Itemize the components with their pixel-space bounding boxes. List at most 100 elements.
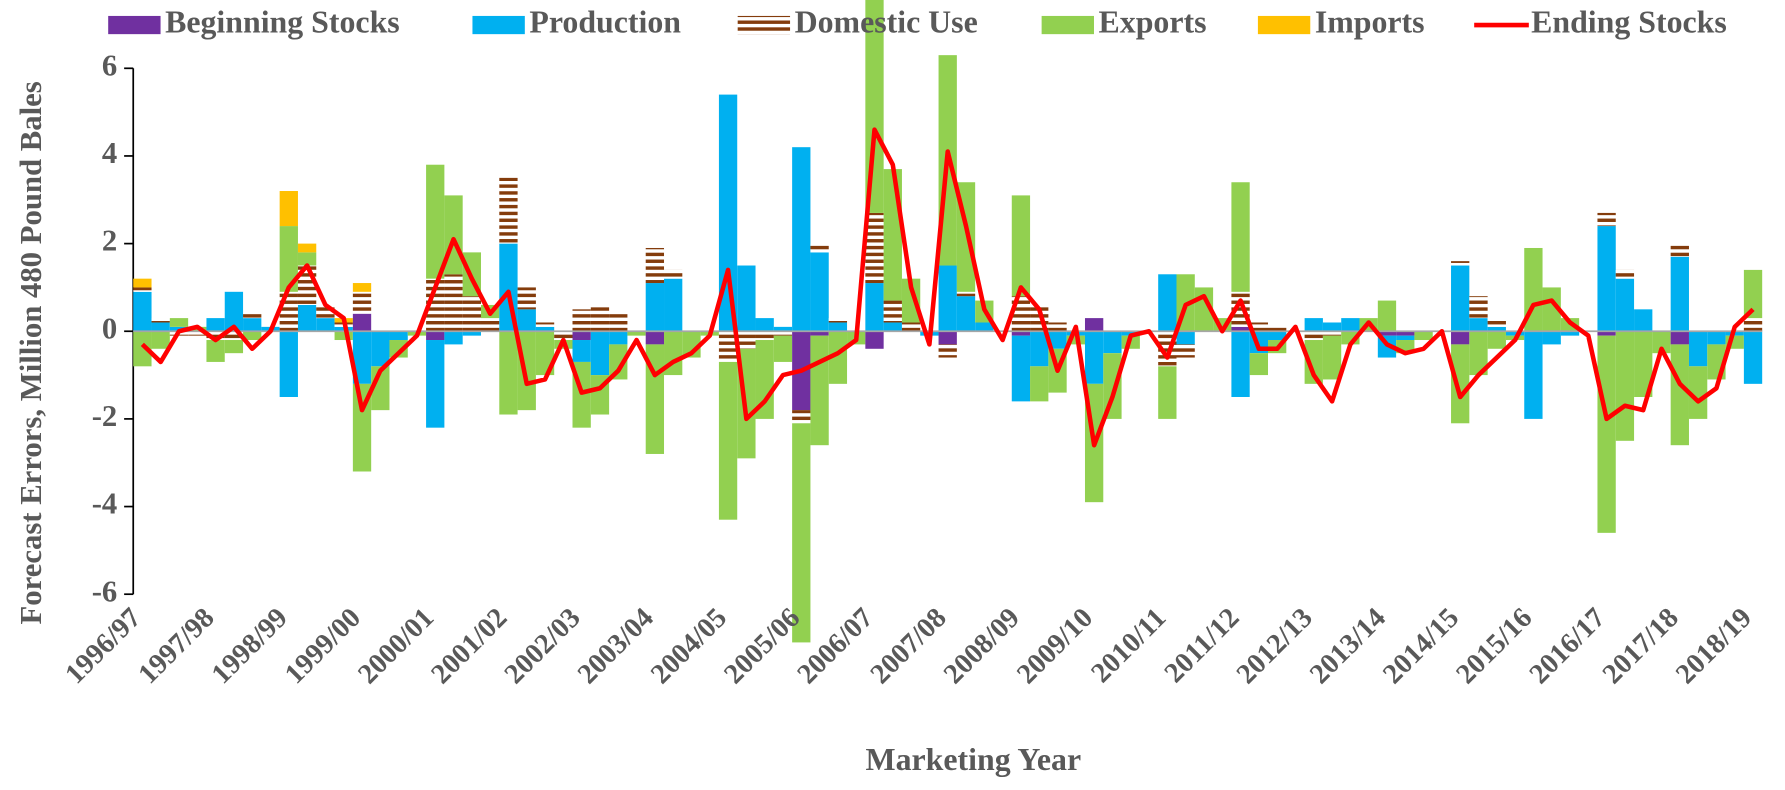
bar-segment (517, 309, 536, 332)
bar-segment (883, 322, 902, 332)
bar-segment (352, 313, 372, 332)
y-tick-label: 6 (102, 48, 117, 82)
bar-segment (206, 318, 225, 332)
bar-segment (718, 94, 738, 332)
bar-segment (1743, 318, 1763, 332)
bar-segment (865, 212, 884, 284)
legend-item: Domestic Use (737, 4, 978, 39)
bar-segment (718, 331, 738, 362)
bar-segment (133, 278, 152, 288)
bar-segment (389, 340, 408, 358)
bar-segment (1597, 212, 1616, 227)
bar-segment (1322, 335, 1342, 380)
bar-segment (462, 296, 481, 332)
bar-segment (444, 331, 463, 345)
bar-segment (1597, 335, 1616, 533)
bar-segment (1304, 318, 1323, 332)
bar-segment (572, 340, 591, 362)
legend-label: Ending Stocks (1531, 4, 1727, 39)
bar-segment (792, 147, 811, 332)
bar-segment (901, 322, 921, 332)
bar-segment (352, 383, 372, 472)
bar-segment (426, 331, 445, 341)
bar-segment (1231, 182, 1250, 292)
x-tick-label: 2015/16 (1451, 602, 1539, 690)
bar-segment (1322, 331, 1342, 336)
bar-segment (1505, 331, 1525, 336)
bar-segment (1487, 331, 1506, 349)
x-tick-label: 2017/18 (1597, 602, 1685, 690)
bar-segment (1030, 366, 1049, 402)
bar-segment (828, 318, 848, 323)
bar-segment (389, 331, 408, 341)
bar-segment (590, 304, 610, 332)
bar-segment (1634, 309, 1653, 332)
bar-segment (1304, 340, 1323, 384)
bar-segment (297, 243, 317, 253)
bar-segment (1414, 331, 1433, 341)
bar-segment (1084, 318, 1104, 332)
x-tick-label: 1997/98 (133, 602, 221, 690)
bar-segment (609, 331, 628, 345)
legend-item: Exports (1041, 4, 1207, 39)
bar-segment (133, 287, 152, 292)
bar-segment (956, 296, 976, 332)
bar-segment (206, 331, 225, 341)
legend-item: Ending Stocks (1474, 4, 1727, 39)
x-tick-label: 2005/06 (718, 602, 806, 690)
bar-segment (1469, 318, 1488, 332)
bar-segment (535, 322, 555, 327)
bar-segment (1084, 331, 1104, 384)
bar-segment (224, 331, 244, 341)
bar-segment (828, 322, 848, 332)
bar-segment (1634, 331, 1653, 397)
bar-segment (938, 344, 957, 358)
bar-segment (1451, 265, 1470, 332)
legend-label: Imports (1315, 4, 1425, 39)
bar-segment (737, 265, 756, 332)
bar-segment (883, 169, 902, 301)
bar-segment (1487, 326, 1506, 332)
y-tick-label: 2 (102, 224, 117, 258)
bar-segment (1542, 287, 1561, 332)
bar-segment (169, 318, 189, 327)
legend-item: Production (472, 4, 681, 39)
bar-segment (810, 335, 829, 446)
bar-segment (1451, 261, 1470, 266)
x-tick-label: 2013/14 (1304, 602, 1392, 690)
bar-segment (426, 164, 445, 279)
bar-segment (206, 340, 225, 362)
bar-segment (1011, 331, 1031, 336)
x-tick-label: 2009/10 (1011, 602, 1099, 690)
bar-segment (1707, 331, 1726, 345)
bar-segment (792, 423, 811, 643)
bar-segment (279, 191, 298, 227)
bar-segment (224, 340, 244, 354)
bar-segment (1268, 326, 1287, 332)
legend-swatch (1257, 15, 1311, 35)
bar-segment (1231, 326, 1250, 332)
x-axis-title: Marketing Year (866, 742, 1082, 777)
bar-segment (1377, 300, 1397, 332)
bar-segment (188, 331, 207, 336)
y-axis-title: Forecast Errors, Million 480 Pound Bales (14, 81, 48, 624)
bar-segment (1670, 344, 1689, 446)
bar-segment (279, 226, 298, 292)
bar-segment (352, 331, 372, 384)
bar-segment (1542, 331, 1561, 345)
bar-segment (645, 331, 665, 345)
y-tick-label: -6 (92, 574, 118, 608)
bar-segment (1615, 278, 1635, 332)
bar-segment (883, 300, 902, 323)
x-tick-label: 2001/02 (426, 602, 514, 690)
bar-segment (279, 331, 298, 397)
legend-label: Exports (1099, 4, 1207, 39)
x-tick-label: 2011/12 (1159, 602, 1246, 689)
bar-segment (773, 326, 793, 332)
bar-segment (609, 313, 628, 332)
bar-segment (243, 331, 262, 341)
bar-segment (938, 265, 957, 332)
bar-segment (1048, 331, 1067, 349)
bar-segment (901, 278, 921, 323)
bar-segment (151, 331, 170, 349)
